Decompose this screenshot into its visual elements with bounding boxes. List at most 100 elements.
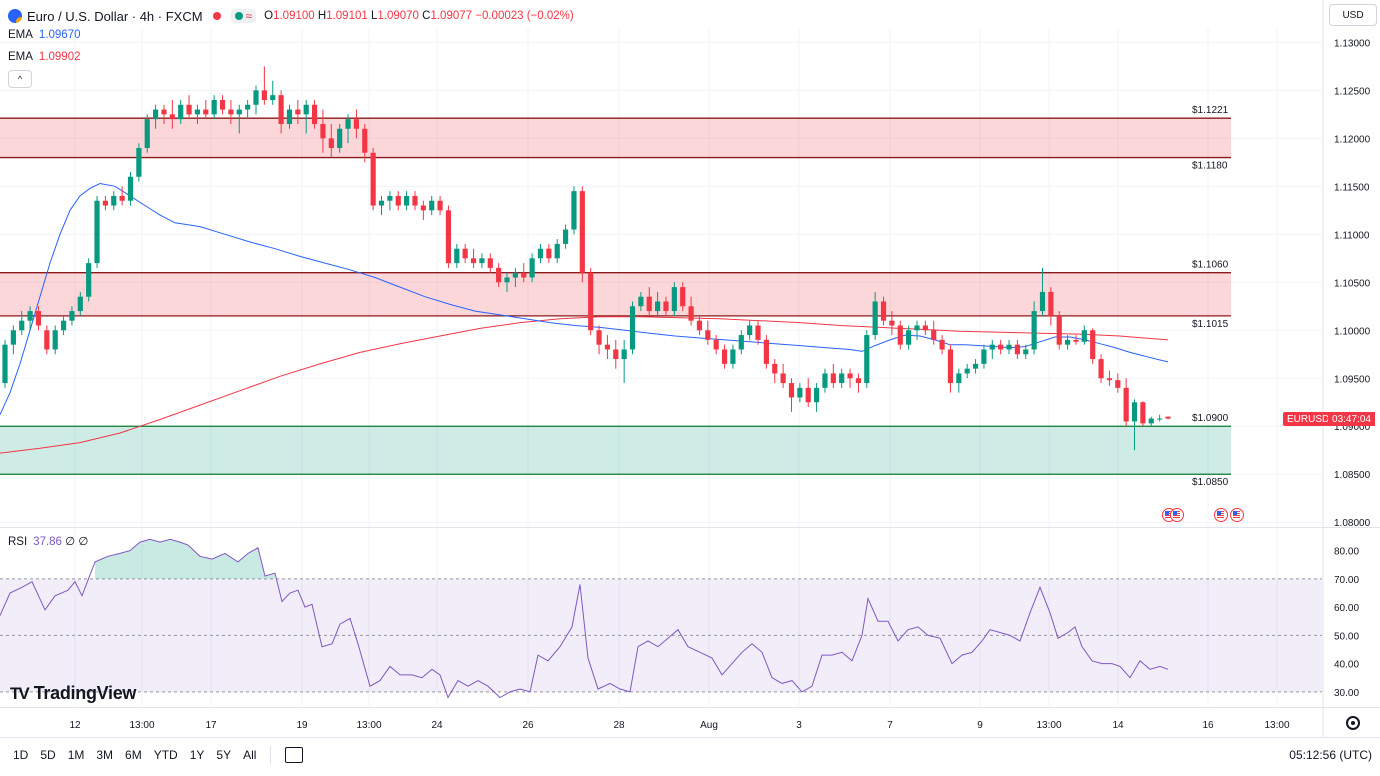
candle-body	[813, 387, 820, 403]
candle-body	[454, 248, 460, 264]
event-flag-icon[interactable]	[1170, 508, 1184, 522]
price-tick-label: 1.09000	[1334, 422, 1371, 433]
rsi-layer	[0, 538, 1322, 699]
rsi-tick-label: 40.00	[1334, 660, 1359, 671]
candle-body	[353, 119, 360, 129]
currency-button[interactable]: USD	[1329, 4, 1377, 26]
price-tick-label: 1.08500	[1334, 470, 1371, 481]
candle-body	[462, 248, 468, 259]
rsi-tick-label: 80.00	[1334, 547, 1359, 558]
market-status-dot-icon[interactable]	[212, 12, 221, 20]
candle-body	[1014, 344, 1020, 355]
time-tick-label: 13:00	[356, 720, 381, 731]
candle-body	[328, 138, 334, 148]
price-tick-label: 1.08000	[1334, 518, 1371, 529]
candle-body	[311, 104, 318, 124]
candle-body	[420, 205, 426, 211]
price-tick-label: 1.09500	[1334, 374, 1371, 385]
candle-body	[295, 109, 301, 115]
candle-body	[504, 277, 510, 283]
time-tick-label: 16	[1202, 720, 1214, 731]
event-flag-icon[interactable]	[1230, 508, 1244, 522]
rsi-tick-label: 60.00	[1334, 603, 1359, 614]
candle-body	[320, 123, 326, 139]
candle-body	[981, 349, 987, 364]
candle-body	[270, 95, 276, 100]
candle-body	[1165, 416, 1171, 419]
live-dot-icon	[234, 12, 243, 20]
ema-slow-legend[interactable]: EMA 1.09902	[8, 51, 81, 63]
time-tick-label: 9	[977, 720, 983, 731]
candle-body	[596, 330, 602, 345]
time-tick-label: Aug	[700, 720, 718, 731]
candle-body	[939, 339, 945, 350]
range-all[interactable]: All	[243, 748, 257, 762]
wave-icon: ≈	[245, 9, 253, 23]
candle-body	[127, 176, 134, 201]
candle-body	[1039, 291, 1046, 312]
candle-body	[847, 373, 853, 379]
candle-body	[437, 200, 443, 211]
candle-body	[52, 330, 58, 350]
rsi-tick-label: 50.00	[1334, 631, 1359, 642]
range-5y[interactable]: 5Y	[216, 748, 232, 762]
candle-body	[69, 311, 75, 321]
calendar-goto-icon[interactable]	[285, 747, 304, 763]
candle-body	[253, 90, 259, 105]
zones-layer: $1.1221 $1.1180 $1.1060 $1.1015 $1.0900 $1.08…	[0, 105, 1231, 488]
tv-logo-icon: TV	[10, 683, 30, 703]
candle-body	[972, 363, 979, 369]
time-tick-label: 3	[796, 720, 802, 731]
collapse-legend-button[interactable]: ^	[8, 70, 32, 88]
range-5d[interactable]: 5D	[40, 748, 56, 762]
candle-body	[470, 258, 477, 264]
candle-body	[537, 248, 544, 259]
candle-body	[161, 109, 167, 115]
candle-body	[554, 243, 560, 259]
settings-gear-icon[interactable]	[1346, 716, 1360, 730]
symbol-title[interactable]: Euro / U.S. Dollar · 4h · FXCM	[27, 8, 203, 24]
price-tick-label: 1.13000	[1334, 38, 1371, 49]
time-tick-label: 28	[613, 720, 625, 731]
range-6m[interactable]: 6M	[125, 748, 142, 762]
candle-body	[303, 104, 309, 115]
candle-body	[35, 311, 42, 326]
tradingview-logo[interactable]: TV TradingView	[10, 683, 137, 703]
range-1m[interactable]: 1M	[67, 748, 85, 762]
candle-body	[1148, 418, 1154, 424]
candle-body	[1065, 339, 1071, 345]
candle-body	[2, 344, 8, 384]
candle-body	[588, 272, 594, 331]
ema-slow-line	[0, 316, 1169, 454]
candle-body	[245, 104, 251, 110]
utc-clock[interactable]: 05:12:56 (UTC)	[1289, 748, 1372, 762]
data-status-pill[interactable]: ≈	[230, 9, 257, 23]
bottom-toolbar: 1D 5D 1M 3M 6M YTD 1Y 5Y All 05:12:56 (U…	[0, 740, 1380, 770]
candle-body	[286, 109, 293, 124]
range-1y[interactable]: 1Y	[189, 748, 205, 762]
candle-body	[663, 301, 669, 312]
candle-body	[429, 200, 435, 211]
event-flag-icon[interactable]	[1214, 508, 1228, 522]
time-tick-label: 14	[1112, 720, 1124, 731]
candle-body	[797, 387, 803, 398]
range-3m[interactable]: 3M	[96, 748, 114, 762]
candle-body	[370, 152, 376, 206]
rsi-legend[interactable]: RSI 37.86 ∅ ∅	[8, 536, 89, 548]
candle-body	[906, 330, 912, 345]
candle-body	[337, 128, 343, 148]
candle-body	[512, 272, 518, 278]
candle-body	[1031, 311, 1037, 350]
candle-body	[1023, 349, 1029, 355]
candle-body	[889, 320, 895, 326]
range-1d[interactable]: 1D	[13, 748, 29, 762]
candle-body	[387, 195, 393, 201]
candle-body	[136, 147, 142, 177]
candle-body	[186, 104, 192, 115]
candle-body	[914, 325, 920, 331]
ema-fast-legend[interactable]: EMA 1.09670	[8, 29, 81, 41]
candle-body	[395, 195, 401, 206]
time-tick-label: 19	[296, 720, 308, 731]
range-ytd[interactable]: YTD	[153, 748, 178, 762]
